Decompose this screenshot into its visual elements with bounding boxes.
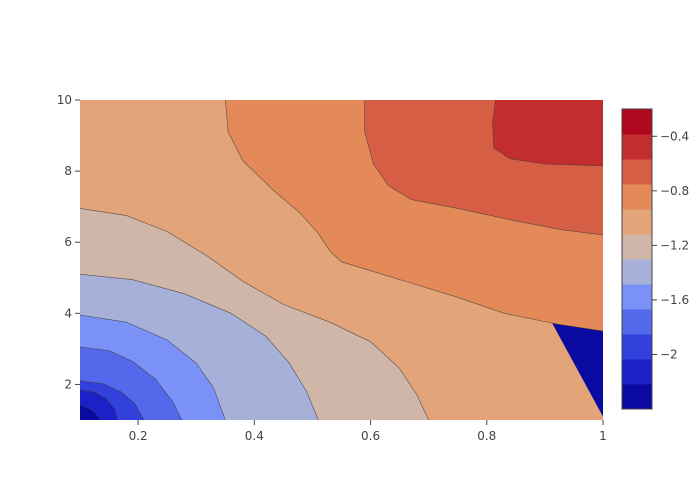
colorbar-segment-12 [622,109,652,135]
x-tick-label: 0.4 [245,429,264,443]
colorbar-tick-label: −1.2 [660,238,689,252]
contour-line-9 [364,100,603,236]
contour-line-1 [80,404,101,420]
contour-line-6 [80,273,319,420]
plot-area [80,100,603,420]
colorbar: −2 −1.6 −1.2 −0.8 −0.4 [621,108,689,410]
colorbar-segment-4 [622,309,652,335]
x-tick-label: 0.8 [477,429,496,443]
contour-line-8 [225,100,603,332]
colorbar-segment-7 [622,234,652,260]
colorbar-tick-label: −2 [660,347,678,361]
contour-line-3 [80,380,145,420]
x-tick-label: 0.2 [129,429,148,443]
colorbar-segment-8 [622,209,652,235]
y-tick-label: 2 [64,377,72,391]
colorbar-segment-5 [622,284,652,310]
contour-fills [80,100,603,420]
contour-line-10 [492,100,603,167]
y-axis: 2 4 6 8 10 [57,93,80,391]
colorbar-segment-2 [622,359,652,385]
colorbar-segment-1 [622,384,652,410]
y-tick-label: 4 [64,306,72,320]
colorbar-segment-10 [622,159,652,185]
colorbar-tick-label: −1.6 [660,293,689,307]
x-axis: 0.2 0.4 0.6 0.8 1 [129,420,607,443]
contour-line-4 [80,346,182,420]
colorbar-outline [621,108,653,410]
contour-line-5 [80,314,226,420]
contour-line-7 [80,208,429,420]
x-tick-label: 1 [599,429,607,443]
colorbar-segment-11 [622,134,652,160]
colorbar-segment-9 [622,184,652,210]
colorbar-segment-6 [622,259,652,285]
x-tick-label: 0.6 [361,429,380,443]
y-tick-label: 6 [64,235,72,249]
colorbar-tick-label: −0.8 [660,184,689,198]
contour-line-2 [80,389,119,420]
y-tick-label: 8 [64,164,72,178]
colorbar-segment-3 [622,334,652,360]
y-tick-label: 10 [57,93,72,107]
colorbar-tick-label: −0.4 [660,129,689,143]
contour-band-10 [492,100,603,166]
